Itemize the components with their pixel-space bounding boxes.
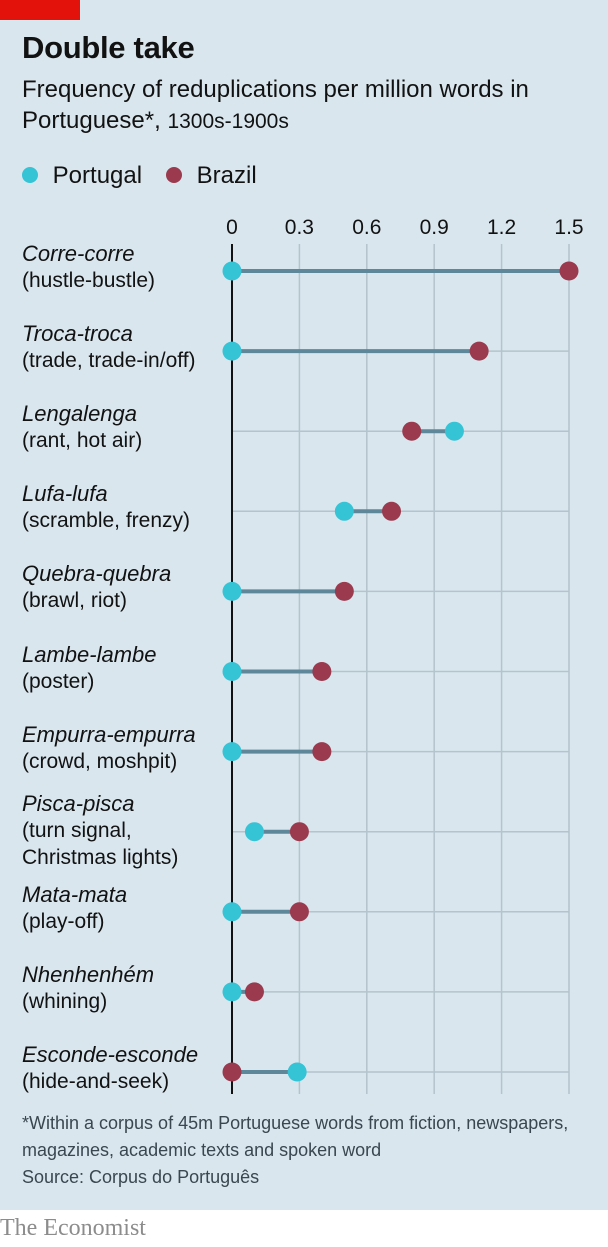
row-label-10: Esconde-esconde (hide-and-seek)	[22, 1041, 198, 1095]
row-label-6: Empurra-empurra (crowd, moshpit)	[22, 721, 196, 775]
row-name-9: Nhenhenhém	[22, 961, 155, 987]
brazil-point-0	[559, 261, 579, 281]
row-gloss-0-0: (hustle-bustle)	[22, 269, 156, 292]
brazil-point-4	[334, 581, 354, 601]
row-gloss-2-0: (rant, hot air)	[22, 429, 143, 453]
portugal-point-5	[222, 662, 242, 681]
x-tick-label-3: 0.9	[420, 216, 449, 239]
row-name-5: Lambe-lambe	[22, 641, 157, 667]
row-label-1: Troca-troca (trade, trade-in/off)	[22, 320, 196, 374]
subtitle-unit: 1300s-1900s	[167, 110, 289, 133]
row-label-2: Lengalenga (rant, hot air)	[22, 400, 142, 454]
row-label-5: Lambe-lambe (poster)	[22, 641, 157, 695]
portugal-point-0	[222, 261, 242, 281]
row-gloss-7-0: (turn signal,	[22, 818, 132, 842]
row-name-6: Empurra-empurra	[22, 721, 196, 747]
dumbbell-chart: 0 0.3 0.6 0.9 1.2 1.5	[222, 216, 584, 1094]
portugal-point-4	[222, 581, 242, 601]
legend-item-portugal: Portugal	[22, 162, 142, 190]
footnote: *Within a corpus of 45m Portuguese words…	[22, 1110, 592, 1191]
row-gloss-7-1: Christmas lights)	[22, 845, 179, 869]
row-name-1: Troca-troca	[22, 321, 133, 347]
row-name-10: Esconde-esconde	[22, 1042, 199, 1067]
row-label-8: Mata-mata (play-off)	[22, 881, 127, 935]
portugal-point-3	[334, 501, 354, 521]
chart-title: Double take	[22, 30, 195, 65]
legend-dot-brazil	[166, 166, 182, 183]
portugal-point-7	[244, 822, 264, 842]
brazil-point-7	[289, 822, 309, 842]
row-gloss-3-0: (scramble, frenzy)	[22, 509, 191, 533]
legend-dot-portugal	[22, 166, 38, 183]
brazil-point-5	[312, 662, 332, 681]
row-gloss-4-0: (brawl, riot)	[22, 589, 128, 613]
brazil-point-9	[244, 982, 264, 1002]
row-label-4: Quebra-quebra (brawl, riot)	[22, 560, 171, 614]
legend-label-portugal: Portugal	[52, 162, 143, 189]
brazil-point-6	[312, 742, 332, 762]
brand-logo: The Economist	[0, 1215, 146, 1241]
row-gloss-10-0: (hide-and-seek)	[22, 1070, 170, 1093]
row-gloss-5-0: (poster)	[22, 669, 95, 693]
row-name-4: Quebra-quebra	[22, 561, 172, 587]
row-name-8: Mata-mata	[22, 881, 128, 907]
x-tick-label-4: 1.2	[487, 216, 516, 239]
brazil-point-8	[289, 902, 309, 922]
legend-label-brazil: Brazil	[196, 162, 257, 189]
x-tick-label-0: 0	[226, 216, 238, 239]
row-label-7: Pisca-pisca (turn signal, Christmas lights…	[22, 790, 178, 871]
x-tick-label-5: 1.5	[554, 216, 583, 239]
row-name-0: Corre-corre	[22, 241, 135, 266]
chart-panel: Double take Frequency of reduplications …	[0, 0, 608, 1210]
portugal-point-6	[222, 742, 242, 762]
subtitle-text: Frequency of reduplications per million …	[22, 76, 529, 134]
chart-subtitle: Frequency of reduplications per million …	[22, 74, 582, 137]
brazil-point-3	[382, 501, 402, 521]
footnote-note: *Within a corpus of 45m Portuguese words…	[22, 1113, 569, 1160]
row-gloss-8-0: (play-off)	[22, 909, 105, 933]
x-tick-label-2: 0.6	[352, 216, 381, 239]
portugal-point-8	[222, 902, 242, 922]
row-label-9: Nhenhenhém (whining)	[22, 961, 154, 1015]
row-gloss-1-0: (trade, trade-in/off)	[22, 349, 196, 373]
brazil-point-1	[469, 341, 489, 361]
portugal-point-10	[287, 1062, 307, 1082]
footnote-source: Source: Corpus do Português	[22, 1167, 260, 1187]
portugal-point-9	[222, 982, 242, 1002]
row-label-3: Lufa-lufa (scramble, frenzy)	[22, 480, 190, 534]
brazil-point-2	[402, 421, 422, 441]
row-gloss-9-0: (whining)	[22, 989, 108, 1013]
row-name-3: Lufa-lufa	[22, 481, 108, 507]
brand-tab	[0, 0, 80, 20]
legend-item-brazil: Brazil	[166, 162, 257, 190]
portugal-point-1	[222, 341, 242, 361]
row-label-0: Corre-corre (hustle-bustle)	[22, 240, 155, 294]
row-gloss-6-0: (crowd, moshpit)	[22, 749, 178, 773]
portugal-point-2	[444, 421, 464, 441]
row-name-2: Lengalenga	[22, 401, 138, 427]
row-name-7: Pisca-pisca	[22, 790, 135, 816]
x-tick-label-1: 0.3	[285, 216, 314, 239]
brazil-point-10	[222, 1062, 242, 1082]
